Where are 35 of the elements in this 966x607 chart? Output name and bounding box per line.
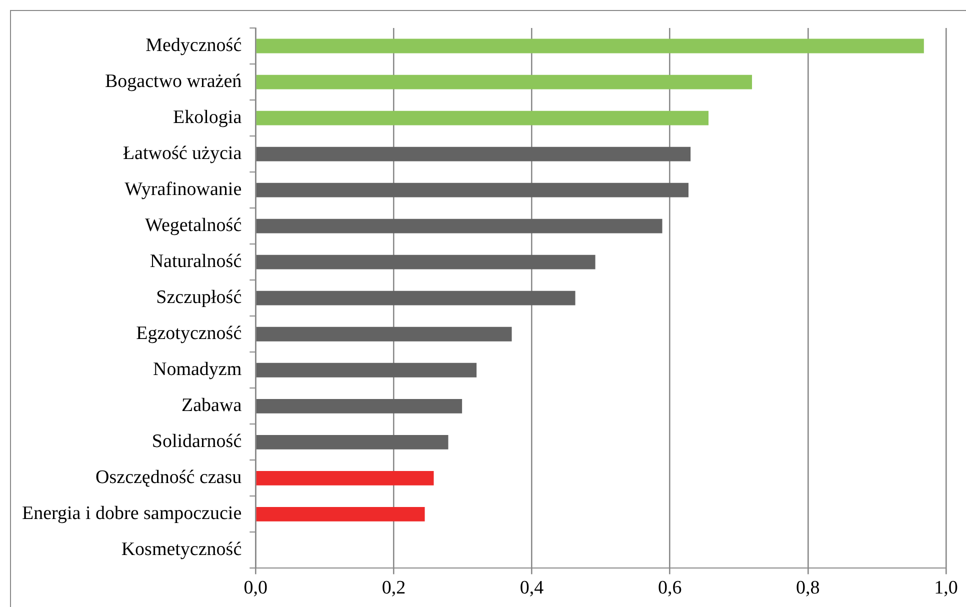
bar	[256, 290, 576, 306]
y-tick-label: Wegetalność	[145, 215, 242, 236]
bar	[256, 110, 709, 126]
y-tick-label: Bogactwo wrażeń	[105, 71, 242, 92]
bar	[256, 434, 448, 450]
x-tick-label: 1,0	[934, 578, 958, 599]
y-tick-label: Szczupłość	[156, 287, 242, 308]
bar	[256, 362, 477, 378]
y-tick-label: Naturalność	[150, 251, 242, 272]
bar	[256, 506, 425, 522]
y-tick-label: Kosmetyczność	[121, 539, 242, 560]
bar	[256, 218, 662, 234]
y-tick-label: Wyrafinowanie	[124, 179, 242, 200]
x-tick-label: 0,2	[382, 578, 406, 599]
bar	[256, 182, 688, 198]
x-tick-label: 0,4	[520, 578, 544, 599]
y-tick-label: Nomadyzm	[152, 359, 242, 380]
bar	[256, 146, 691, 162]
y-tick-label: Oszczędność czasu	[96, 467, 242, 488]
bar	[256, 326, 512, 342]
x-tick-label: 0,6	[658, 578, 682, 599]
bar	[256, 470, 434, 486]
x-tick-label: 0,0	[244, 578, 268, 599]
y-tick-label: Medyczność	[146, 34, 242, 56]
y-tick-label: Solidarność	[152, 431, 242, 452]
bar	[256, 254, 596, 270]
y-tick-label: Ekologia	[173, 107, 242, 128]
y-tick-label: Egzotyczność	[136, 323, 242, 344]
bar	[256, 38, 924, 54]
x-tick-label: 0,8	[796, 578, 820, 599]
y-tick-label: Łatwość użycia	[122, 143, 242, 164]
bar	[256, 398, 462, 414]
bar	[256, 74, 752, 90]
y-tick-label: Energia i dobre sampoczucie	[22, 503, 242, 524]
y-tick-label: Zabawa	[182, 395, 242, 416]
